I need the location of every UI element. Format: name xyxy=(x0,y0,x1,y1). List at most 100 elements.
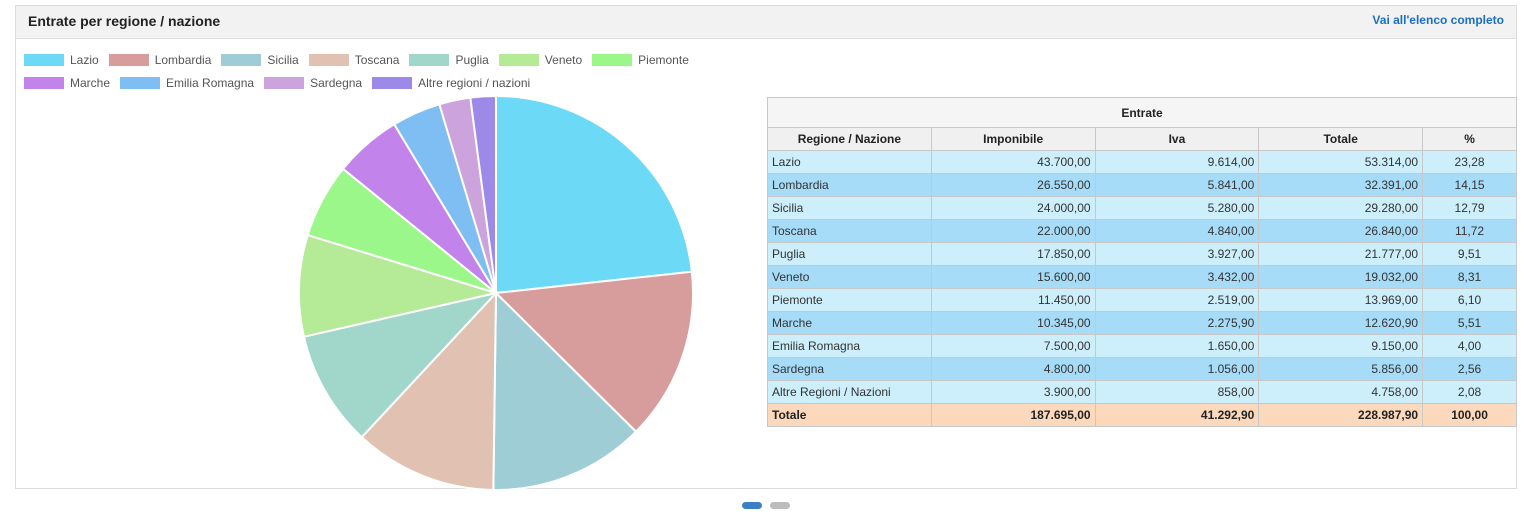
table-cell: 9.150,00 xyxy=(1258,334,1424,358)
legend-item[interactable]: Piemonte xyxy=(592,53,689,67)
pager-dot[interactable] xyxy=(742,502,762,509)
legend-item[interactable]: Emilia Romagna xyxy=(120,76,254,90)
panel: Entrate per regione / nazione Vai all'el… xyxy=(15,5,1517,491)
legend-swatch xyxy=(372,76,413,89)
legend-item[interactable]: Toscana xyxy=(308,53,399,67)
table-cell: Veneto xyxy=(767,265,932,289)
table-cell: 3.927,00 xyxy=(1094,242,1260,266)
legend-swatch xyxy=(409,53,450,66)
column-header[interactable]: Iva xyxy=(1094,127,1260,151)
table-cell: 1.056,00 xyxy=(1094,357,1260,381)
table-cell: 23,28 xyxy=(1422,150,1517,174)
legend-label: Lazio xyxy=(70,52,99,67)
table-body: Lazio 43.700,00 9.614,00 53.314,00 23,28 Lomb… xyxy=(767,150,1517,427)
pie-slice-lombardia[interactable] xyxy=(493,270,694,434)
table-cell: 26.550,00 xyxy=(930,173,1096,197)
table-cell: 22.000,00 xyxy=(930,219,1096,243)
column-header[interactable]: Totale xyxy=(1258,127,1424,151)
entrate-table: Entrate Regione / Nazione Imponibile Iva To… xyxy=(767,97,1517,427)
legend-swatch xyxy=(24,53,64,66)
legend-label: Piemonte xyxy=(638,52,689,67)
table-cell: 12,79 xyxy=(1422,196,1517,220)
legend-item[interactable]: Altre regioni / nazioni xyxy=(372,76,530,90)
legend-swatch xyxy=(108,53,149,66)
view-all-link[interactable]: Vai all'elenco completo xyxy=(1372,13,1504,27)
table-row: Puglia 17.850,00 3.927,00 21.777,00 9,51 xyxy=(767,242,1517,266)
table-row: Lazio 43.700,00 9.614,00 53.314,00 23,28 xyxy=(767,150,1517,174)
table-cell: Sicilia xyxy=(767,196,932,220)
legend-item[interactable]: Puglia xyxy=(409,52,489,67)
table-cell: 2.275,90 xyxy=(1094,311,1260,335)
table-cell: 13.969,00 xyxy=(1258,288,1424,312)
table-cell: 11.450,00 xyxy=(930,288,1096,312)
table-row: Marche 10.345,00 2.275,90 12.620,90 5,51 xyxy=(767,311,1517,335)
legend-item[interactable]: Veneto xyxy=(498,52,583,67)
pie-chart xyxy=(298,94,694,491)
column-header[interactable]: Imponibile xyxy=(930,127,1096,151)
pie-slice-sicilia[interactable] xyxy=(492,290,638,491)
table-cell: 15.600,00 xyxy=(930,265,1096,289)
legend-swatch xyxy=(221,53,262,66)
legend-label: Veneto xyxy=(544,52,583,67)
table-cell: 53.314,00 xyxy=(1258,150,1424,174)
table-row: Altre Regioni / Nazioni 3.900,00 858,00 4.7… xyxy=(767,380,1517,404)
panel-title: Entrate per regione / nazione xyxy=(28,13,221,29)
table-total-row: Totale 187.695,00 41.292,90 228.987,90 100,0… xyxy=(767,403,1517,427)
entrate-table-wrap: Entrate Regione / Nazione Imponibile Iva To… xyxy=(767,97,1517,427)
table-cell: 7.500,00 xyxy=(930,334,1096,358)
table-row: Emilia Romagna 7.500,00 1.650,00 9.150,00 4,… xyxy=(767,334,1517,358)
legend-swatch xyxy=(592,53,633,66)
legend-swatch xyxy=(308,53,349,66)
table-cell: 41.292,90 xyxy=(1094,403,1260,427)
table-cell: 228.987,90 xyxy=(1258,403,1424,427)
column-header[interactable]: % xyxy=(1422,127,1517,151)
table-row: Lombardia 26.550,00 5.841,00 32.391,00 14,15 xyxy=(767,173,1517,197)
table-column-headers: Regione / Nazione Imponibile Iva Totale% xyxy=(767,127,1517,151)
legend-label: Sardegna xyxy=(310,75,363,90)
table-cell: 3.900,00 xyxy=(930,380,1096,404)
pie-slice-veneto[interactable] xyxy=(298,233,500,338)
table-cell: 5,51 xyxy=(1422,311,1517,335)
table-row: Toscana 22.000,00 4.840,00 26.840,00 11,72 xyxy=(767,219,1517,243)
column-header[interactable]: Regione / Nazione xyxy=(767,127,932,151)
table-cell: 4.758,00 xyxy=(1258,380,1424,404)
legend-label: Puglia xyxy=(455,52,489,67)
table-cell: 187.695,00 xyxy=(930,403,1096,427)
legend-swatch xyxy=(120,76,161,89)
table-cell: 858,00 xyxy=(1094,380,1260,404)
table-cell: 3.432,00 xyxy=(1094,265,1260,289)
table-cell: 24.000,00 xyxy=(930,196,1096,220)
table-cell: 4,00 xyxy=(1422,334,1517,358)
table-cell: 17.850,00 xyxy=(930,242,1096,266)
legend-row: Lazio Lombardia Sicilia Toscana Puglia Veneto… xyxy=(24,48,724,71)
legend-swatch xyxy=(24,76,64,89)
pie-slice-toscana[interactable] xyxy=(360,290,498,491)
table-cell: 2.519,00 xyxy=(1094,288,1260,312)
table-cell: Puglia xyxy=(767,242,932,266)
legend-item[interactable]: Marche xyxy=(24,76,110,90)
table-cell: 19.032,00 xyxy=(1258,265,1424,289)
legend-row: Marche Emilia Romagna Sardegna Altre region… xyxy=(24,71,724,94)
carousel-pager xyxy=(742,502,790,509)
table-cell: Lombardia xyxy=(767,173,932,197)
table-cell: 5.841,00 xyxy=(1094,173,1260,197)
legend-item[interactable]: Sardegna xyxy=(264,76,362,90)
pie-slice-puglia[interactable] xyxy=(302,291,499,439)
pie-slice-altre-regioni-nazioni[interactable] xyxy=(469,94,497,294)
table-cell: 9,51 xyxy=(1422,242,1517,266)
panel-header: Entrate per regione / nazione Vai all'el… xyxy=(16,6,1516,39)
legend-item[interactable]: Lazio xyxy=(24,53,99,67)
table-cell: 29.280,00 xyxy=(1258,196,1424,220)
legend-label: Altre regioni / nazioni xyxy=(418,75,531,90)
legend-item[interactable]: Lombardia xyxy=(108,53,211,67)
table-cell: 32.391,00 xyxy=(1258,173,1424,197)
legend-swatch xyxy=(264,76,305,89)
table-row: Veneto 15.600,00 3.432,00 19.032,00 8,31 xyxy=(767,265,1517,289)
pie-slice-lazio[interactable] xyxy=(495,94,693,295)
pager-dot[interactable] xyxy=(770,502,790,509)
legend-item[interactable]: Sicilia xyxy=(221,53,299,67)
table-row: Piemonte 11.450,00 2.519,00 13.969,00 6,10 xyxy=(767,288,1517,312)
table-cell: 10.345,00 xyxy=(930,311,1096,335)
table-cell: 4.800,00 xyxy=(930,357,1096,381)
table-cell: 5.280,00 xyxy=(1094,196,1260,220)
